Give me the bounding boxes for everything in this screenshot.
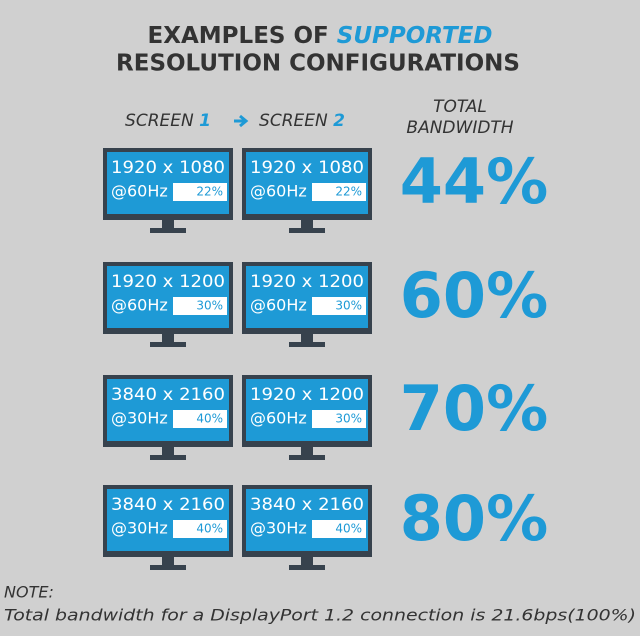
screen-number: 1 bbox=[199, 111, 211, 131]
resolution: 1920 x 1200 bbox=[111, 272, 225, 292]
share-box bbox=[312, 410, 366, 428]
resolution: 1920 x 1080 bbox=[250, 158, 364, 178]
share-box bbox=[312, 183, 366, 201]
rows: 1920 x 1080 @60Hz 22% 1920 x 1080 @60Hz 22% 44… bbox=[103, 145, 548, 570]
stand-base bbox=[289, 342, 325, 347]
screen-label: SCREEN bbox=[125, 111, 194, 131]
title-line1: EXAMPLES OF SUPPORTED bbox=[148, 23, 493, 49]
bandwidth-share: 22% bbox=[196, 185, 223, 199]
note-text: Total bandwidth for a DisplayPort 1.2 co… bbox=[4, 606, 636, 625]
bandwidth-share: 40% bbox=[196, 522, 223, 536]
total-header: TOTAL bbox=[433, 97, 487, 117]
screen1-header: SCREEN 1 bbox=[125, 111, 211, 131]
stand-base bbox=[150, 455, 186, 460]
total-bandwidth: 44% bbox=[400, 145, 548, 218]
screen-label: SCREEN bbox=[259, 111, 328, 131]
stand-neck bbox=[162, 334, 174, 343]
title-line2: RESOLUTION CONFIGURATIONS bbox=[116, 51, 520, 77]
stand-neck bbox=[162, 220, 174, 229]
stand-neck bbox=[301, 557, 313, 566]
total-bandwidth: 70% bbox=[400, 372, 548, 445]
stand-base bbox=[289, 455, 325, 460]
resolution: 3840 x 2160 bbox=[111, 385, 225, 405]
refresh-rate: @60Hz bbox=[250, 296, 307, 315]
total-bandwidth: 80% bbox=[400, 482, 548, 555]
resolution: 1920 x 1200 bbox=[250, 272, 364, 292]
resolution: 3840 x 2160 bbox=[111, 495, 225, 515]
stand-base bbox=[150, 342, 186, 347]
stand-neck bbox=[162, 557, 174, 566]
bandwidth-share: 30% bbox=[335, 299, 362, 313]
bandwidth-share: 22% bbox=[335, 185, 362, 199]
resolution: 3840 x 2160 bbox=[250, 495, 364, 515]
bandwidth-share: 30% bbox=[335, 412, 362, 426]
note-label: NOTE: bbox=[4, 583, 54, 602]
arrow-icon bbox=[234, 114, 249, 128]
stand-base bbox=[289, 228, 325, 233]
refresh-rate: @60Hz bbox=[111, 296, 168, 315]
refresh-rate: @60Hz bbox=[111, 182, 168, 201]
share-box bbox=[173, 297, 227, 315]
stand-neck bbox=[301, 447, 313, 456]
share-box bbox=[173, 520, 227, 538]
resolution: 1920 x 1080 bbox=[111, 158, 225, 178]
bandwidth-share: 30% bbox=[196, 299, 223, 313]
stand-base bbox=[289, 565, 325, 570]
refresh-rate: @60Hz bbox=[250, 409, 307, 428]
share-box bbox=[173, 410, 227, 428]
title-text: EXAMPLES OF bbox=[148, 23, 329, 49]
refresh-rate: @30Hz bbox=[250, 519, 307, 538]
stand-neck bbox=[162, 447, 174, 456]
stand-base bbox=[150, 228, 186, 233]
share-box bbox=[312, 297, 366, 315]
stand-neck bbox=[301, 334, 313, 343]
share-box bbox=[173, 183, 227, 201]
total-bandwidth: 60% bbox=[400, 259, 548, 332]
resolution: 1920 x 1200 bbox=[250, 385, 364, 405]
stand-base bbox=[150, 565, 186, 570]
bandwidth-share: 40% bbox=[335, 522, 362, 536]
title-highlight: SUPPORTED bbox=[337, 23, 493, 49]
stand-neck bbox=[301, 220, 313, 229]
refresh-rate: @30Hz bbox=[111, 409, 168, 428]
refresh-rate: @60Hz bbox=[250, 182, 307, 201]
bandwidth-share: 40% bbox=[196, 412, 223, 426]
share-box bbox=[312, 520, 366, 538]
refresh-rate: @30Hz bbox=[111, 519, 168, 538]
screen2-header: SCREEN 2 bbox=[259, 111, 345, 131]
total-header: BANDWIDTH bbox=[406, 118, 513, 138]
screen-number: 2 bbox=[333, 111, 345, 131]
